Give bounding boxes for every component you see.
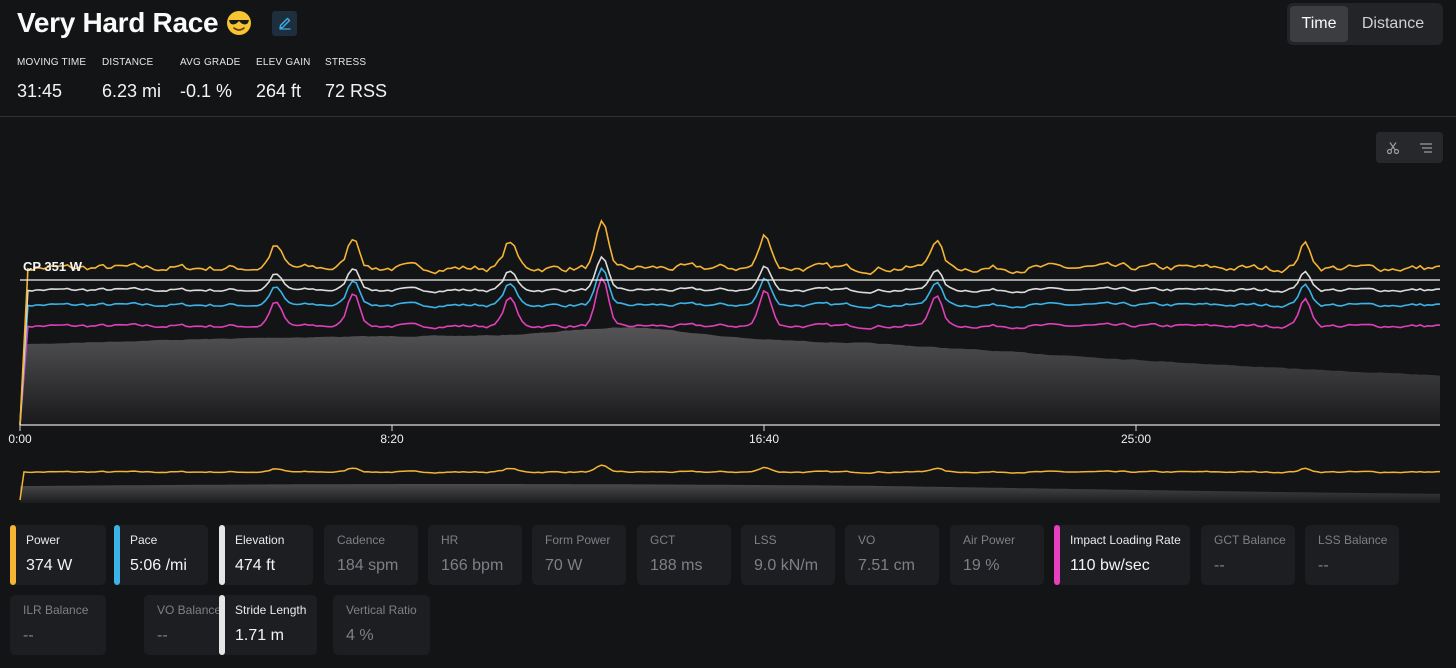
summary-stats: MOVING TIME 31:45 DISTANCE 6.23 mi AVG G… (17, 57, 405, 102)
metric-label: HR (441, 533, 459, 547)
metric-color-bar (219, 525, 225, 585)
stat-value: 6.23 mi (102, 81, 162, 101)
metric-card-cadence[interactable]: Cadence 184 spm (324, 525, 418, 585)
stat-avg-grade: AVG GRADE -0.1 % (180, 57, 256, 102)
metric-label: GCT Balance (1214, 533, 1286, 547)
stat-value: -0.1 % (180, 81, 233, 101)
metric-card-form-power[interactable]: Form Power 70 W (532, 525, 626, 585)
power-line (19, 219, 1441, 426)
metric-value: 374 W (26, 557, 73, 574)
metric-label: Cadence (337, 533, 386, 547)
stat-stress: STRESS 72 RSS (325, 57, 405, 102)
metric-card-elevation[interactable]: Elevation 474 ft (219, 525, 313, 585)
crop-button[interactable] (1376, 132, 1409, 163)
metric-label: Power (26, 533, 61, 547)
metric-value: 7.51 cm (858, 557, 915, 574)
metric-label: Form Power (545, 533, 611, 547)
metric-card-impact-loading-rate[interactable]: Impact Loading Rate 110 bw/sec (1054, 525, 1190, 585)
stat-moving-time: MOVING TIME 31:45 (17, 57, 102, 102)
stat-value: 31:45 (17, 81, 63, 101)
metric-label: GCT (650, 533, 676, 547)
metric-value: -- (1214, 557, 1225, 574)
metric-label: Pace (130, 533, 158, 547)
metric-value: -- (1318, 557, 1329, 574)
metric-color-bar (10, 525, 16, 585)
header-divider (0, 116, 1456, 117)
toggle-distance[interactable]: Distance (1361, 15, 1425, 32)
edit-title-button[interactable] (272, 10, 298, 36)
metric-value: 184 spm (337, 557, 399, 574)
metric-card-lss[interactable]: LSS 9.0 kN/m (741, 525, 835, 585)
metric-value: -- (157, 627, 168, 644)
metric-label: Impact Loading Rate (1070, 533, 1181, 547)
metric-label: VO (858, 533, 876, 547)
metric-card-gct[interactable]: GCT 188 ms (637, 525, 731, 585)
metric-label: ILR Balance (23, 603, 89, 617)
metric-value: 19 % (963, 557, 1000, 574)
metric-card-gct-balance[interactable]: GCT Balance -- (1201, 525, 1295, 585)
metric-value: 188 ms (650, 557, 703, 574)
edit-pencil-icon (279, 17, 291, 30)
metric-card-lss-balance[interactable]: LSS Balance -- (1305, 525, 1399, 585)
metric-value: 9.0 kN/m (754, 557, 819, 574)
metric-label: VO Balance (157, 603, 222, 617)
metric-label: LSS Balance (1318, 533, 1388, 547)
metric-card-ilr-balance[interactable]: ILR Balance -- (10, 595, 106, 655)
metric-card-power[interactable]: Power 374 W (10, 525, 106, 585)
metric-color-bar (1054, 525, 1060, 585)
metric-label: LSS (754, 533, 777, 547)
metric-color-bar (114, 525, 120, 585)
overview-elevation-area (20, 484, 1440, 503)
view-toggle: Time Distance (1287, 3, 1443, 45)
stat-distance: DISTANCE 6.23 mi (102, 57, 180, 102)
metric-label: Elevation (235, 533, 285, 547)
metric-value: 1.71 m (235, 627, 284, 644)
filter-button[interactable] (1409, 132, 1442, 163)
metric-card-pace[interactable]: Pace 5:06 /mi (114, 525, 208, 585)
overview-power-line (19, 464, 1441, 501)
activity-header: Very Hard Race (17, 6, 298, 40)
stat-value: 72 RSS (325, 81, 388, 101)
metric-value: 474 ft (235, 557, 276, 574)
overview-chart[interactable] (0, 455, 1456, 505)
x-tick-label: 16:40 (749, 432, 779, 446)
stat-label: MOVING TIME (17, 57, 87, 68)
metric-label: Air Power (963, 533, 1016, 547)
stat-label: AVG GRADE (180, 57, 241, 68)
stat-label: ELEV GAIN (256, 57, 311, 68)
smiling-face-with-sunglasses-icon (226, 10, 252, 36)
cp-label: CP 351 W (23, 259, 83, 274)
metric-value: -- (23, 627, 34, 644)
metric-card-vo[interactable]: VO 7.51 cm (845, 525, 939, 585)
elevation-area (20, 327, 1440, 425)
stride-length-line (19, 255, 1441, 426)
x-tick-label: 0:00 (8, 432, 32, 446)
stat-value: 264 ft (256, 81, 302, 101)
metric-card-air-power[interactable]: Air Power 19 % (950, 525, 1044, 585)
metric-label: Vertical Ratio (346, 603, 417, 617)
metric-value: 70 W (545, 557, 583, 574)
metric-value: 5:06 /mi (130, 557, 187, 574)
impact-loading-rate-line (19, 276, 1441, 426)
metric-card-vertical-ratio[interactable]: Vertical Ratio 4 % (333, 595, 430, 655)
scissors-icon (1386, 141, 1399, 154)
activity-chart[interactable]: CP 351 W 0:00 8:20 16:40 25:00 (0, 200, 1456, 450)
metric-value: 4 % (346, 627, 374, 644)
x-tick-label: 8:20 (380, 432, 404, 446)
stat-label: STRESS (325, 57, 367, 68)
pace-line (19, 266, 1441, 426)
metric-card-hr[interactable]: HR 166 bpm (428, 525, 522, 585)
stat-elev-gain: ELEV GAIN 264 ft (256, 57, 325, 102)
toggle-time[interactable]: Time (1290, 6, 1348, 42)
x-tick-label: 25:00 (1121, 432, 1151, 446)
activity-title: Very Hard Race (17, 7, 219, 38)
metric-color-bar (219, 595, 225, 655)
chart-toolbar (1376, 132, 1443, 163)
filter-lines-icon (1419, 142, 1432, 153)
metric-label: Stride Length (235, 603, 307, 617)
metric-value: 110 bw/sec (1070, 557, 1150, 574)
metric-value: 166 bpm (441, 557, 504, 574)
stat-label: DISTANCE (102, 57, 154, 68)
metric-card-stride-length[interactable]: Stride Length 1.71 m (219, 595, 317, 655)
